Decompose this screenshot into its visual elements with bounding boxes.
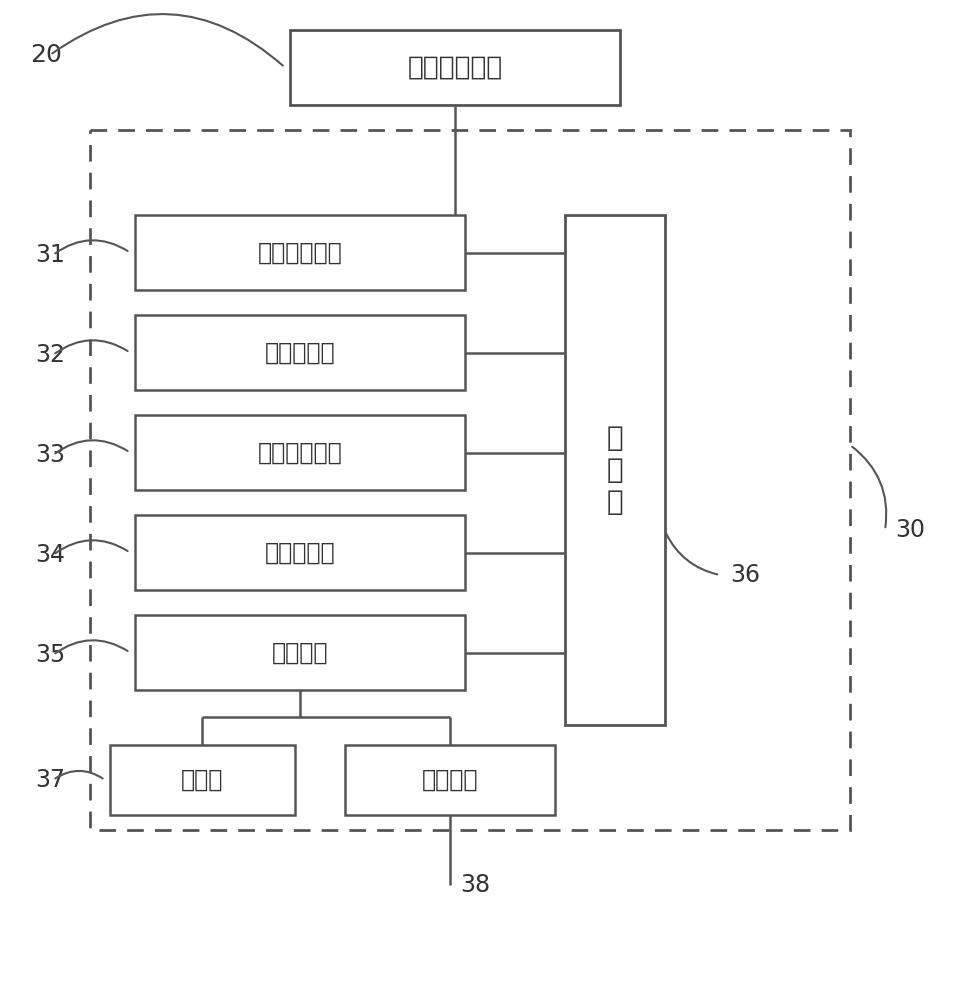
Bar [565,215,665,725]
Text: 限速机构: 限速机构 [272,641,329,664]
Bar [290,30,620,105]
Bar [135,315,465,390]
Text: 38: 38 [460,873,490,897]
Text: 34: 34 [35,543,65,567]
Bar [345,745,555,815]
Text: 35: 35 [35,643,65,667]
Text: 33: 33 [35,443,65,467]
Bar [135,515,465,590]
Text: 三轴陀螺仪: 三轴陀螺仪 [265,540,335,564]
Text: 电动机: 电动机 [181,768,223,792]
Text: 加速度传感器: 加速度传感器 [258,440,343,464]
Bar [135,415,465,490]
Text: 剎车装置: 剎车装置 [422,768,478,792]
Text: 无线发射装置: 无线发射装置 [408,54,502,81]
Text: 30: 30 [895,518,925,542]
Bar [135,615,465,690]
Bar [90,130,850,830]
Bar [135,215,465,290]
Text: 20: 20 [30,43,62,67]
Text: 32: 32 [35,343,65,367]
Text: 36: 36 [730,563,760,587]
Text: 无线接收装置: 无线接收装置 [258,240,343,264]
Text: 37: 37 [35,768,65,792]
Bar [110,745,295,815]
Text: 31: 31 [35,243,65,267]
Text: 方向传感器: 方向传感器 [265,340,335,364]
Text: 控
制
器: 控 制 器 [606,424,624,516]
